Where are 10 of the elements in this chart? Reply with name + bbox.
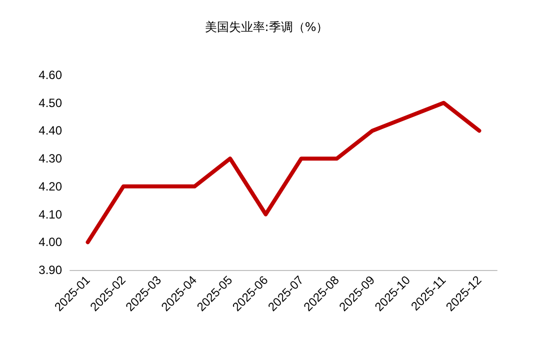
y-tick-label: 4.60 [38, 68, 62, 82]
line-series [86, 100, 482, 244]
chart-title: 美国失业率:季调（%） [204, 20, 328, 34]
y-tick-label: 4.30 [38, 152, 62, 166]
y-tick-label: 3.90 [38, 263, 62, 277]
y-tick-label: 4.10 [38, 207, 62, 222]
y-tick-label: 4.20 [38, 179, 62, 194]
y-tick-label: 4.40 [38, 124, 62, 138]
y-tick-label: 4.00 [38, 235, 62, 250]
y-tick-label: 4.50 [38, 96, 62, 110]
